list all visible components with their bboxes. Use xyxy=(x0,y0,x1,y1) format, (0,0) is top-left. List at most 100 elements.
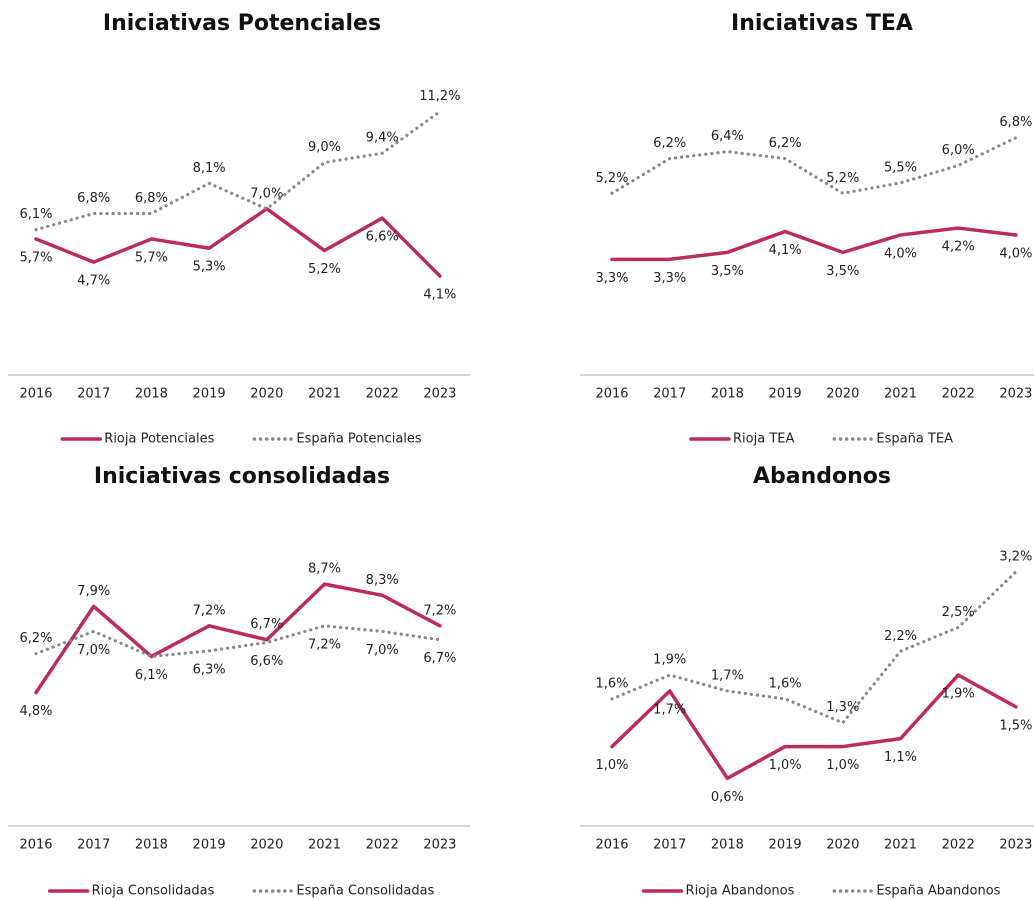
data-label: 3,5% xyxy=(711,264,744,279)
data-label: 3,5% xyxy=(826,264,859,279)
chart-title: Iniciativas consolidadas xyxy=(94,464,390,489)
data-label: 1,0% xyxy=(826,758,859,773)
data-label: 1,1% xyxy=(884,750,917,765)
x-tick-label: 2017 xyxy=(653,387,686,402)
data-label: 1,9% xyxy=(942,687,975,702)
x-tick-label: 2023 xyxy=(423,387,456,402)
data-label: 4,1% xyxy=(769,243,802,258)
data-label: 0,6% xyxy=(711,790,744,805)
data-label: 6,6% xyxy=(250,654,283,669)
x-tick-label: 2022 xyxy=(366,838,399,853)
x-tick-label: 2016 xyxy=(19,838,52,853)
data-label: 4,8% xyxy=(19,704,52,719)
series-line xyxy=(610,136,1018,195)
data-label: 4,7% xyxy=(77,274,110,289)
chart-title: Abandonos xyxy=(753,464,891,489)
data-label: 1,5% xyxy=(999,718,1032,733)
chart-title: Iniciativas TEA xyxy=(731,11,913,36)
data-label: 7,0% xyxy=(366,643,399,658)
data-label: 5,5% xyxy=(884,160,917,175)
data-label: 7,0% xyxy=(250,186,283,201)
x-tick-label: 2017 xyxy=(653,838,686,853)
x-tick-label: 2016 xyxy=(595,387,628,402)
x-tick-label: 2017 xyxy=(77,387,110,402)
x-tick-label: 2023 xyxy=(423,838,456,853)
data-label: 6,0% xyxy=(942,143,975,158)
data-label: 1,7% xyxy=(711,668,744,683)
x-tick-label: 2023 xyxy=(999,838,1032,853)
chart-title: Iniciativas Potenciales xyxy=(103,11,381,36)
x-tick-label: 2018 xyxy=(711,838,744,853)
legend-label: Rioja TEA xyxy=(733,432,794,447)
data-label: 1,6% xyxy=(769,676,802,691)
data-label: 7,2% xyxy=(308,637,341,652)
data-label: 4,1% xyxy=(423,288,456,303)
data-label: 6,6% xyxy=(366,230,399,245)
series-line xyxy=(34,582,442,695)
legend-label: España Abandonos xyxy=(876,884,1000,899)
data-label: 9,0% xyxy=(308,140,341,155)
series-line xyxy=(34,207,442,278)
data-label: 6,2% xyxy=(769,136,802,151)
legend-label: Rioja Consolidadas xyxy=(92,884,215,899)
x-tick-label: 2020 xyxy=(250,838,283,853)
x-tick-label: 2021 xyxy=(308,387,341,402)
data-label: 7,9% xyxy=(77,584,110,599)
data-label: 1,6% xyxy=(595,676,628,691)
data-label: 5,2% xyxy=(308,262,341,277)
data-label: 8,1% xyxy=(193,161,226,176)
data-label: 6,7% xyxy=(250,617,283,632)
x-tick-label: 2022 xyxy=(942,838,975,853)
legend-label: Rioja Potenciales xyxy=(104,432,214,447)
data-label: 7,2% xyxy=(193,603,226,618)
data-label: 2,2% xyxy=(884,629,917,644)
data-label: 1,7% xyxy=(653,702,686,717)
x-tick-label: 2019 xyxy=(193,387,226,402)
data-label: 6,2% xyxy=(653,136,686,151)
data-label: 1,0% xyxy=(769,758,802,773)
data-label: 6,7% xyxy=(423,651,456,666)
legend-label: España Potenciales xyxy=(296,432,422,447)
legend-label: Rioja Abandonos xyxy=(686,884,795,899)
x-tick-label: 2021 xyxy=(308,838,341,853)
data-label: 6,8% xyxy=(999,115,1032,130)
data-label: 5,2% xyxy=(595,171,628,186)
series-line xyxy=(34,624,442,659)
data-label: 6,1% xyxy=(135,668,168,683)
x-tick-label: 2019 xyxy=(769,838,802,853)
x-tick-label: 2016 xyxy=(595,838,628,853)
data-label: 4,0% xyxy=(884,247,917,262)
data-label: 6,8% xyxy=(77,191,110,206)
x-tick-label: 2018 xyxy=(135,387,168,402)
legend-label: España TEA xyxy=(876,432,953,447)
series-line xyxy=(610,226,1018,262)
data-label: 7,0% xyxy=(77,643,110,658)
data-label: 6,1% xyxy=(19,207,52,222)
x-tick-label: 2021 xyxy=(884,838,917,853)
data-label: 5,3% xyxy=(193,260,226,275)
data-label: 1,9% xyxy=(653,653,686,668)
data-label: 8,3% xyxy=(366,573,399,588)
data-label: 8,7% xyxy=(308,562,341,577)
data-label: 5,7% xyxy=(19,250,52,265)
x-tick-label: 2022 xyxy=(942,387,975,402)
x-tick-label: 2019 xyxy=(193,838,226,853)
data-label: 6,3% xyxy=(193,662,226,677)
x-tick-label: 2023 xyxy=(999,387,1032,402)
data-label: 3,3% xyxy=(653,271,686,286)
data-label: 5,2% xyxy=(826,171,859,186)
x-tick-label: 2016 xyxy=(19,387,52,402)
data-label: 6,8% xyxy=(135,191,168,206)
x-tick-label: 2018 xyxy=(711,387,744,402)
data-label: 6,4% xyxy=(711,129,744,144)
data-label: 4,0% xyxy=(999,247,1032,262)
data-label: 4,2% xyxy=(942,240,975,255)
data-label: 7,2% xyxy=(423,603,456,618)
data-label: 6,2% xyxy=(19,631,52,646)
data-label: 1,0% xyxy=(595,758,628,773)
data-label: 3,2% xyxy=(999,549,1032,564)
series-line xyxy=(610,570,1018,725)
x-tick-label: 2017 xyxy=(77,838,110,853)
x-tick-label: 2018 xyxy=(135,838,168,853)
